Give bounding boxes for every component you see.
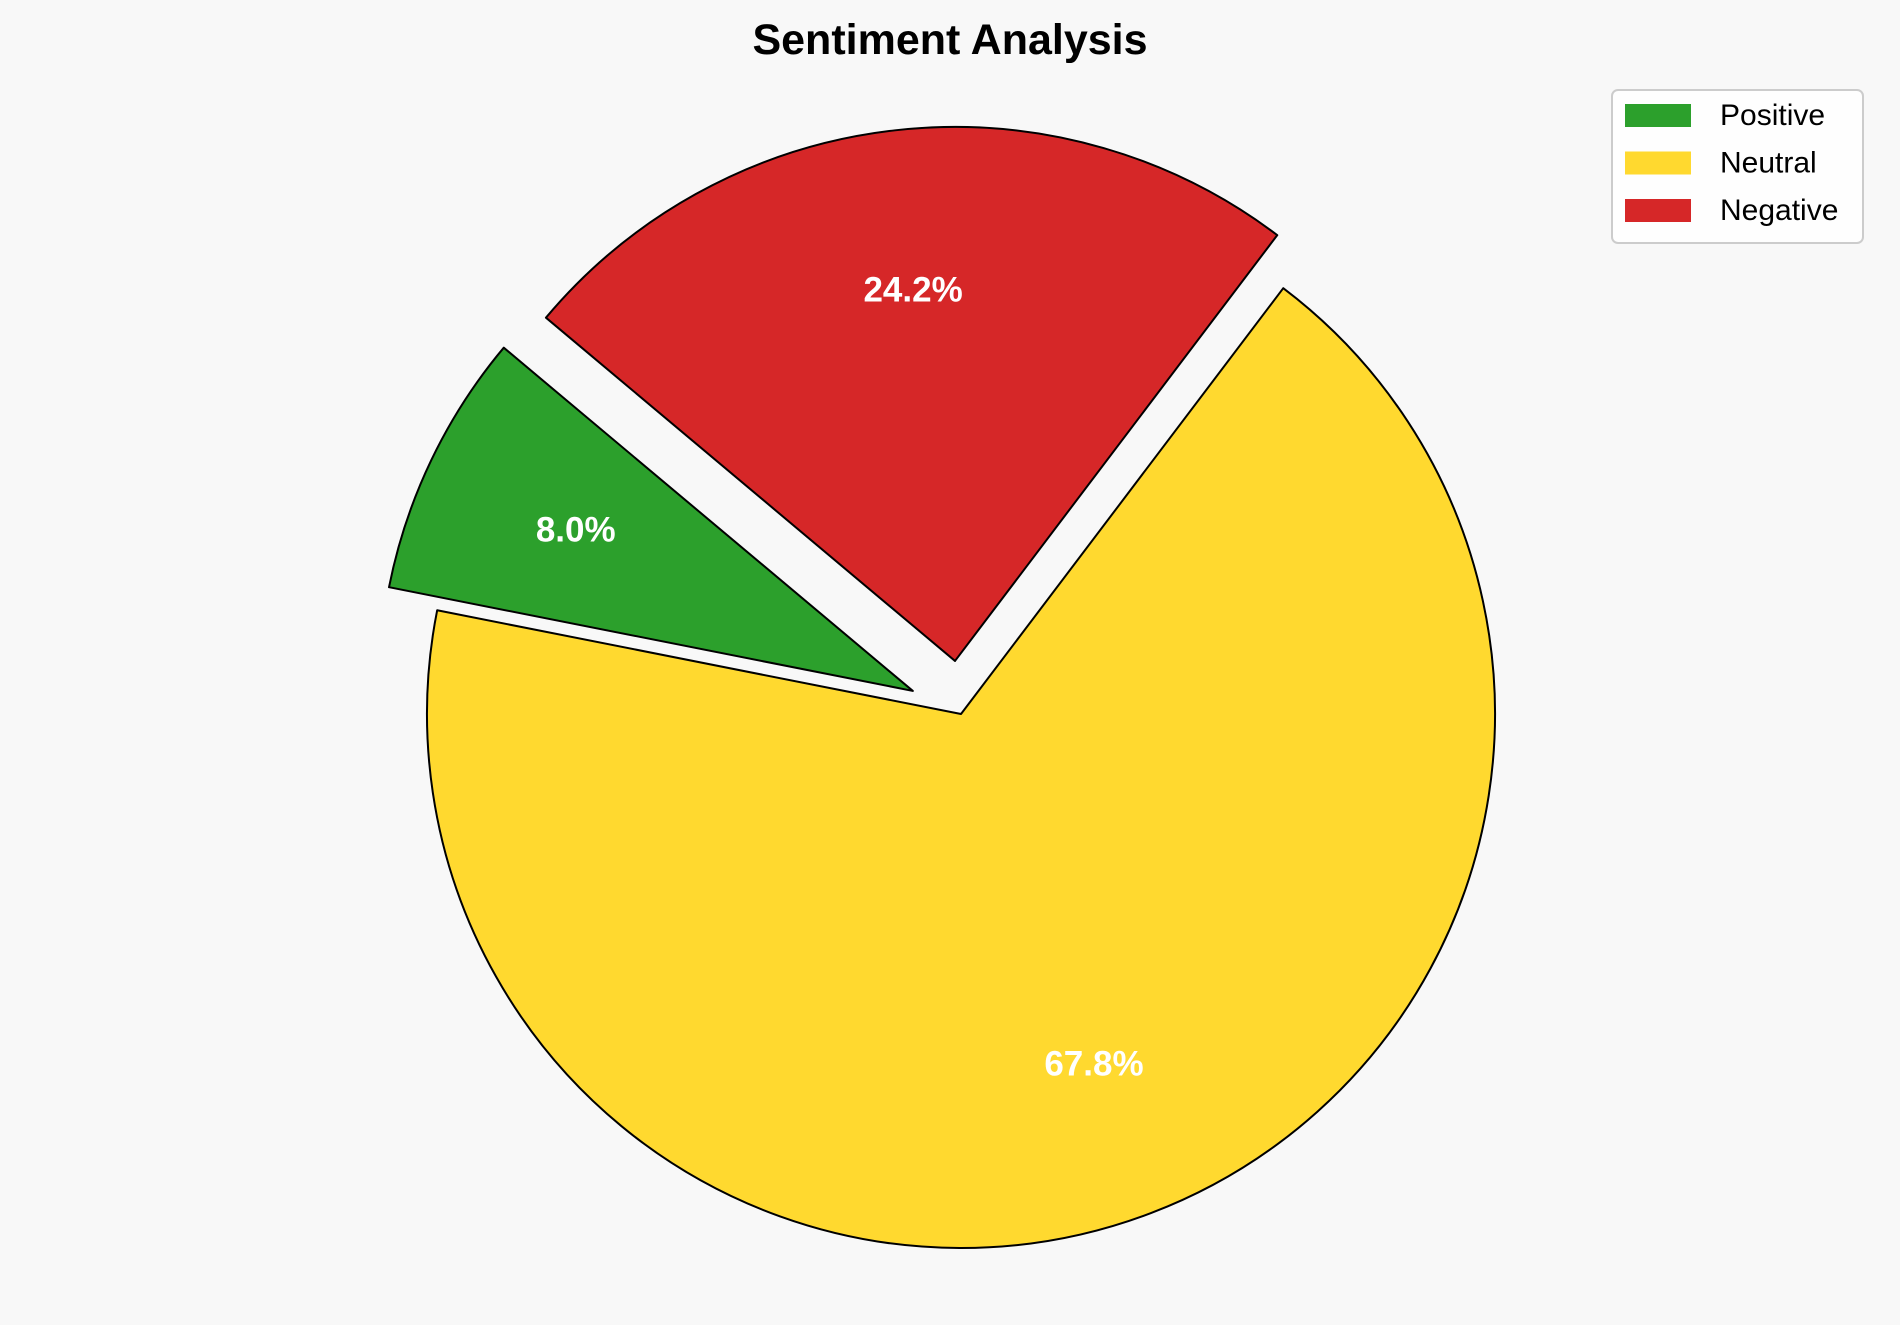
slice-neutral [426, 287, 1496, 1249]
chart-title: Sentiment Analysis [752, 16, 1147, 64]
legend-label-positive: Positive [1720, 99, 1825, 132]
slice-label-positive: 8.0% [536, 510, 616, 549]
legend-swatch-positive [1625, 104, 1691, 127]
slice-negative [544, 125, 1279, 662]
legend: Positive Neutral Negative [1611, 89, 1864, 244]
legend-swatch-negative [1625, 199, 1691, 222]
legend-label-negative: Negative [1720, 194, 1838, 227]
slice-label-negative: 24.2% [863, 270, 962, 309]
slices: 8.0% 67.8% 24.2% [388, 125, 1496, 1249]
legend-swatch-neutral [1625, 151, 1691, 175]
slice-label-neutral: 67.8% [1044, 1044, 1143, 1083]
legend-label-neutral: Neutral [1720, 147, 1817, 180]
slice-positive [388, 346, 914, 692]
